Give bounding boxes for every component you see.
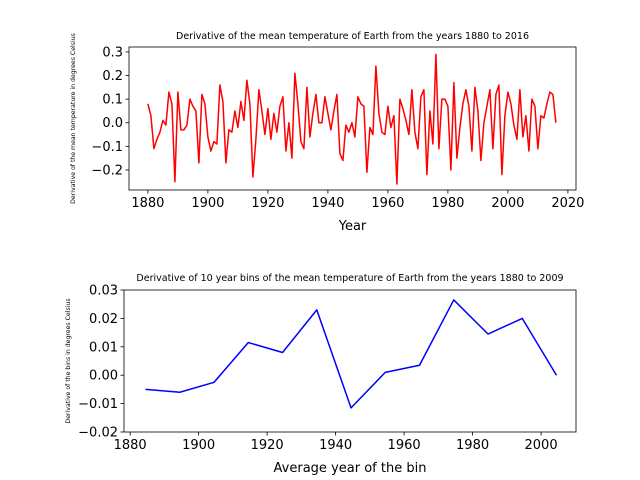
y-tick-label: 0.0	[102, 116, 123, 131]
y-axis-label: Derivative of the bins in degrees Celsiu…	[65, 298, 72, 423]
x-axis-label: Average year of the bin	[274, 461, 427, 476]
x-tick-label: 1940	[311, 196, 344, 211]
chart-title: Derivative of 10 year bins of the mean t…	[136, 273, 563, 284]
x-axis-label: Year	[338, 219, 367, 234]
x-tick-label: 1920	[251, 196, 284, 211]
x-tick-label: 2000	[525, 438, 558, 453]
x-tick-label: 2020	[551, 196, 584, 211]
y-tick-label: −0.2	[91, 163, 123, 178]
y-tick-label: 0.03	[89, 284, 118, 299]
y-tick-label: −0.02	[78, 426, 118, 441]
y-tick-label: −0.1	[91, 140, 123, 155]
axes-frame	[123, 289, 577, 433]
y-tick-label: −0.01	[78, 397, 118, 412]
x-tick-label: 1920	[251, 438, 284, 453]
data-line	[147, 53, 557, 185]
x-tick-label: 1940	[319, 438, 352, 453]
x-tick-label: 1880	[131, 196, 164, 211]
x-tick-label: 1960	[388, 438, 421, 453]
y-tick-label: 0.00	[89, 369, 118, 384]
x-tick-label: 1900	[191, 196, 224, 211]
data-line	[145, 299, 558, 409]
x-tick-label: 1980	[431, 196, 464, 211]
x-tick-label: 1960	[371, 196, 404, 211]
y-tick-label: 0.3	[102, 45, 123, 60]
x-tick-label: 1980	[456, 438, 489, 453]
x-tick-label: 2000	[491, 196, 524, 211]
y-tick-label: 0.01	[89, 340, 118, 355]
y-tick-label: 0.1	[102, 93, 123, 108]
y-tick-label: 0.2	[102, 69, 123, 84]
y-tick-label: 0.02	[89, 312, 118, 327]
x-tick-label: 1900	[182, 438, 215, 453]
x-tick-label: 1880	[114, 438, 147, 453]
y-axis-label: Derivative of the mean temperature in de…	[70, 33, 77, 204]
axes-frame	[128, 46, 577, 191]
chart-title: Derivative of the mean temperature of Ea…	[176, 31, 529, 42]
